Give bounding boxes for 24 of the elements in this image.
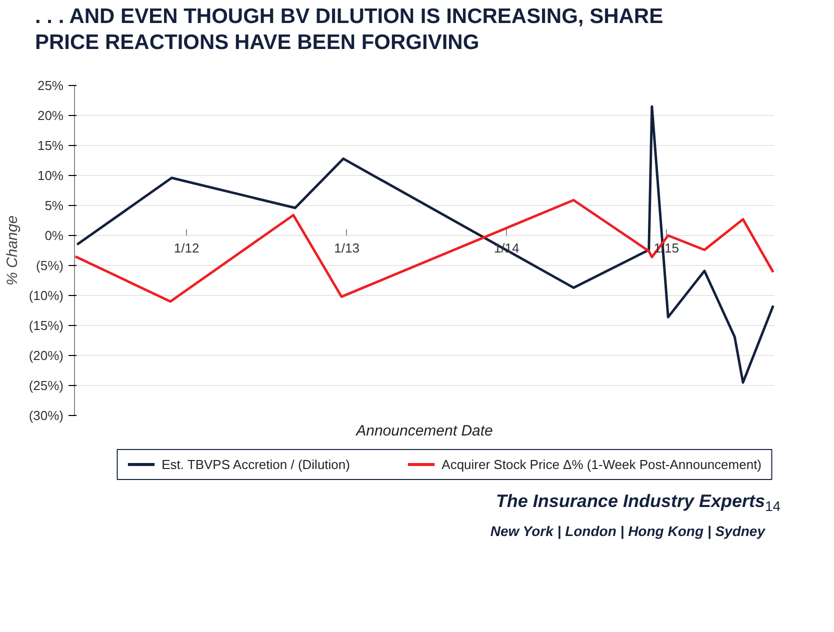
y-tick-label: (25%) — [28, 378, 64, 393]
y-tick-label: 25% — [37, 78, 64, 93]
y-tick-label: 10% — [37, 168, 64, 183]
y-tick-label: 15% — [37, 138, 64, 153]
y-tick-label: (10%) — [28, 288, 64, 303]
y-tick-label: (30%) — [28, 408, 64, 423]
legend-label: Acquirer Stock Price Δ% (1-Week Post-Announcement) — [442, 457, 762, 472]
y-tick-label: 20% — [37, 108, 64, 123]
x-tick-label: 1/12 — [174, 240, 200, 256]
y-tick-label: (15%) — [28, 318, 64, 333]
text: New York | London | Hong Kong | Sydney — [490, 522, 765, 541]
y-tick-label: (20%) — [28, 348, 64, 363]
legend-label: Est. TBVPS Accretion / (Dilution) — [162, 457, 350, 472]
text: 14 — [765, 497, 781, 516]
x-axis-title: Announcement Date — [355, 422, 493, 440]
y-tick-label: (5%) — [36, 258, 64, 273]
y-tick-label: 0% — [44, 228, 64, 243]
text: The Insurance Industry Experts — [496, 490, 765, 513]
chart-title: . . . AND EVEN THOUGH BV DILUTION IS INCREASING, SHARE PRICE REACTIONS HAVE BEEN FORGIVING — [35, 4, 664, 56]
y-axis-title: % Change — [4, 215, 21, 286]
line-series — [76, 105, 774, 384]
x-tick-label: 1/13 — [334, 240, 360, 256]
line-series — [74, 198, 774, 303]
y-tick-label: 5% — [44, 198, 64, 213]
